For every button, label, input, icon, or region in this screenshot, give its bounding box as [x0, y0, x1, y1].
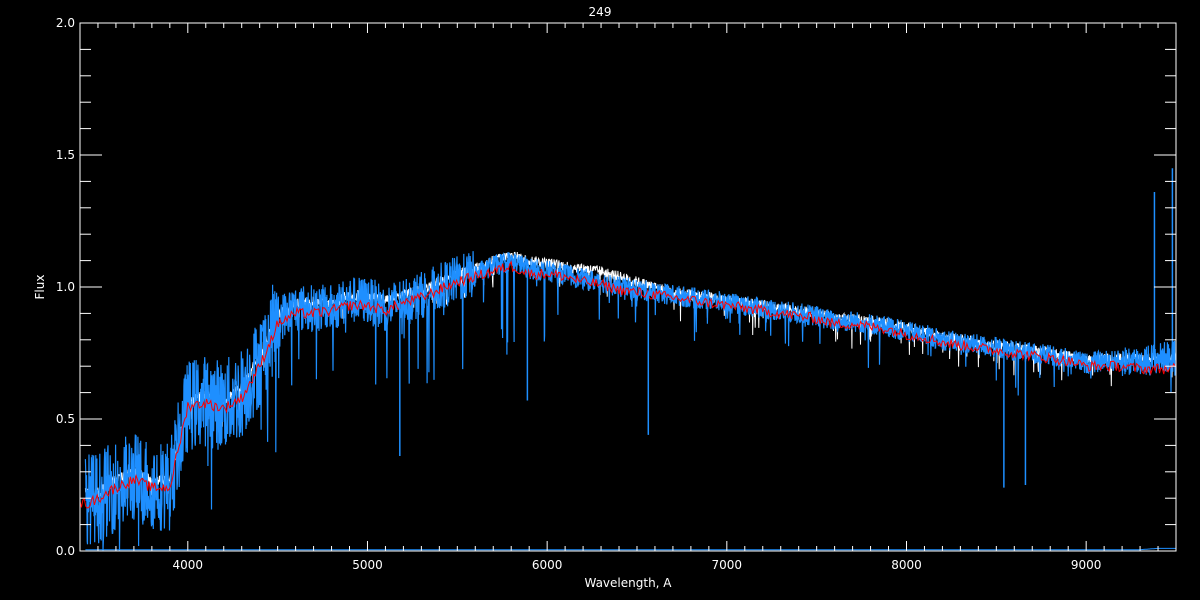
y-axis-label: Flux: [33, 275, 47, 300]
x-tick-label: 4000: [173, 558, 204, 572]
x-tick-label: 6000: [532, 558, 563, 572]
y-tick-label: 2.0: [56, 16, 75, 30]
y-tick-label: 0.0: [56, 544, 75, 558]
chart-title: 249: [589, 5, 612, 19]
x-axis-label: Wavelength, A: [584, 576, 672, 590]
x-tick-label: 9000: [1071, 558, 1102, 572]
x-tick-label: 5000: [352, 558, 383, 572]
y-tick-label: 1.5: [56, 148, 75, 162]
smoothed-spectrum-line: [79, 260, 1176, 509]
y-tick-label: 0.5: [56, 412, 75, 426]
x-tick-label: 7000: [712, 558, 743, 572]
axes-layer: 4000 5000 6000 7000 8000 9000 0.0 0.5 1.0 1.5 2.0: [56, 16, 1177, 572]
observed-spectrum-line: [84, 251, 1177, 552]
x-tick-label: 8000: [891, 558, 922, 572]
series-layer: [79, 168, 1177, 552]
y-tick-label: 1.0: [56, 280, 75, 294]
error-spectrum-line: [85, 547, 1176, 551]
